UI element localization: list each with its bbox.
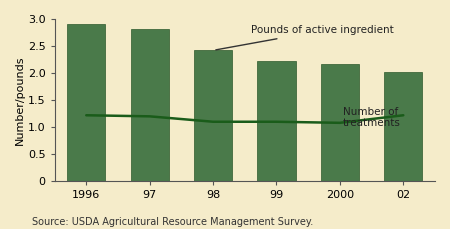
Bar xyxy=(257,61,296,181)
Text: Pounds of active ingredient: Pounds of active ingredient xyxy=(216,25,394,50)
Bar xyxy=(194,50,232,181)
Y-axis label: Number/pounds: Number/pounds xyxy=(15,55,25,145)
Bar xyxy=(384,72,422,181)
Bar xyxy=(130,29,169,181)
Text: Source: USDA Agricultural Resource Management Survey.: Source: USDA Agricultural Resource Manag… xyxy=(32,217,313,227)
Bar xyxy=(67,25,105,181)
Bar xyxy=(321,64,359,181)
Text: Number of
treatments: Number of treatments xyxy=(343,107,401,128)
